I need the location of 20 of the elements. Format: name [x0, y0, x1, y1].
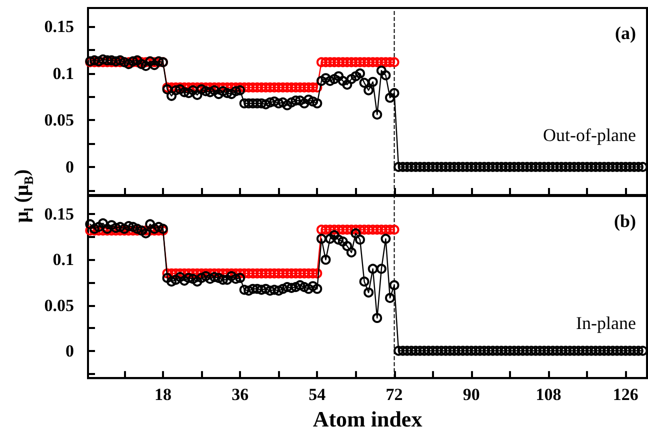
- x-tick-label: 126: [612, 385, 638, 404]
- y-tick-label: 0.1: [52, 64, 74, 83]
- annotation: (b): [614, 211, 636, 231]
- y-tick-label: 0.15: [44, 17, 74, 36]
- y-tick-label: 0: [66, 341, 74, 360]
- annotation: Out-of-plane: [543, 125, 636, 145]
- x-tick-label: 108: [536, 385, 562, 404]
- x-tick-label: 36: [232, 385, 249, 404]
- y-tick-label: 0.15: [44, 204, 74, 224]
- y-tick-label: 0.1: [52, 250, 74, 270]
- annotation: In-plane: [576, 313, 636, 333]
- annotation: (a): [615, 23, 636, 43]
- y-tick-label: 0.05: [44, 110, 74, 130]
- y-tick-label: 0: [66, 157, 74, 176]
- x-tick-label: 90: [462, 385, 480, 404]
- x-axis-title: Atom index: [312, 406, 422, 432]
- x-tick-label: 18: [154, 385, 172, 404]
- x-tick-label: 54: [308, 385, 326, 404]
- x-tick-label: 72: [386, 385, 403, 404]
- y-tick-label: 0.05: [44, 296, 74, 315]
